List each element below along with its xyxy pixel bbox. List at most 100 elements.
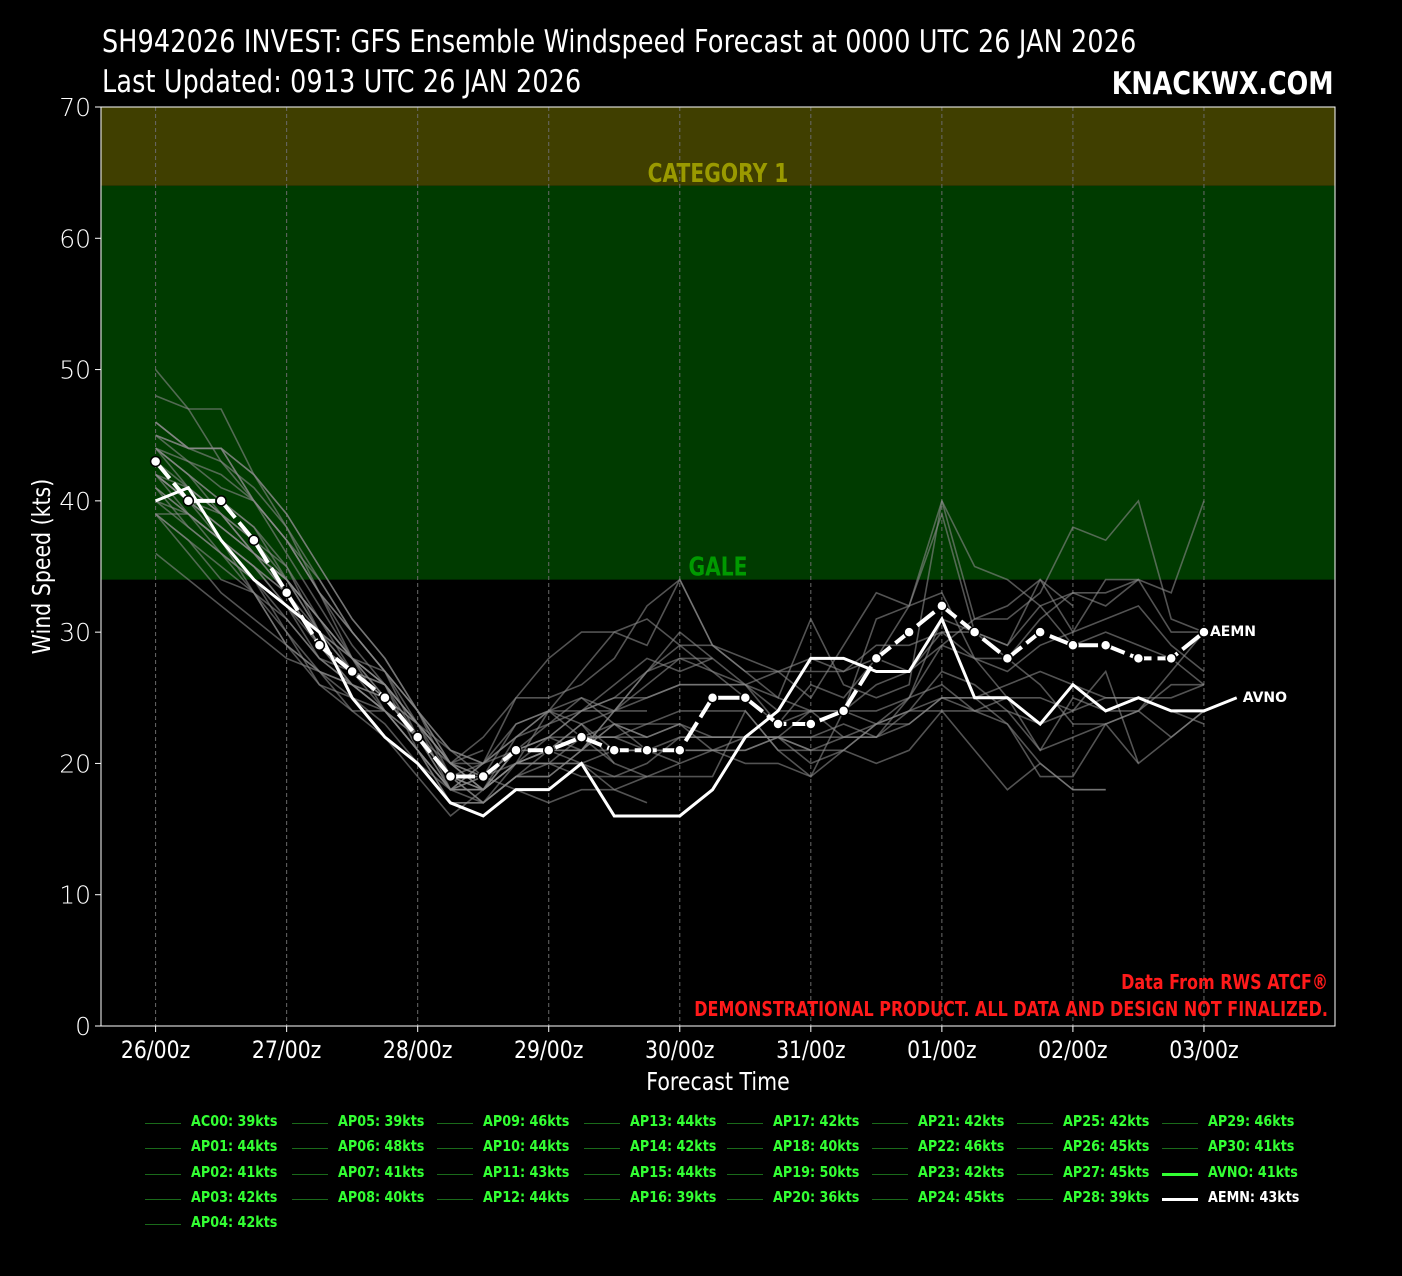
aemn-point [411,731,424,743]
y-tick-label: 40 [59,487,91,516]
legend-swatch [1162,1123,1198,1124]
legend-label: AP06: 48kts [338,1137,425,1155]
legend-label: AP22: 46kts [918,1137,1005,1155]
legend-label: AP23: 42kts [918,1163,1005,1181]
aemn-point [379,692,391,704]
y-tick-label: 10 [59,881,91,910]
legend-swatch [872,1174,908,1175]
x-tick-label: 28/00z [383,1036,452,1064]
aemn-point [805,718,817,730]
aemn-point [674,744,686,757]
legend-swatch [584,1199,620,1200]
legend-swatch [1017,1199,1053,1200]
legend-swatch [584,1148,620,1149]
aemn-point [837,705,850,717]
legend-swatch [145,1123,181,1124]
legend-swatch [1162,1198,1198,1201]
aemn-point [903,626,915,638]
legend-label: AP30: 41kts [1208,1137,1295,1155]
aemn-point [1001,652,1014,665]
y-tick-label: 30 [59,618,91,647]
legend-label: AP14: 42kts [630,1137,717,1155]
legend-label: AP16: 39kts [630,1188,717,1206]
aemn-point [870,652,883,665]
legend-swatch [1162,1173,1198,1176]
aemn-point [215,495,227,507]
legend-swatch [292,1199,328,1200]
series-line-ap25 [155,473,1205,791]
legend-label: AEMN: 43kts [1208,1188,1300,1206]
aemn-point [936,600,948,612]
legend-label: AP09: 46kts [483,1112,570,1130]
legend-label: AP19: 50kts [773,1163,860,1181]
end-label-avno: AVNO [1243,690,1287,706]
aemn-point [1067,639,1079,652]
aemn-point [1099,639,1112,652]
legend-swatch [437,1174,473,1175]
legend-swatch [872,1123,908,1124]
aemn-point [346,665,358,678]
legend-label: AP29: 46kts [1208,1112,1295,1130]
legend-swatch [292,1148,328,1149]
legend-swatch [584,1123,620,1124]
legend-swatch [1017,1174,1053,1175]
legend-swatch [292,1123,328,1124]
legend-swatch [584,1174,620,1175]
legend-swatch [727,1123,763,1124]
legend-swatch [145,1224,181,1225]
windspeed-chart: CATEGORY 1 GALE AEMN AVNO 0 10 20 30 40 50 60 70 26/… [28,93,1336,1097]
legend-label: AP04: 42kts [191,1213,278,1231]
legend-swatch [872,1148,908,1149]
legend-label: AP25: 42kts [1063,1112,1150,1130]
end-label-aemn: AEMN [1210,624,1256,640]
band-category-1 [101,107,1335,186]
legend-label: AP26: 45kts [1063,1137,1150,1155]
legend-label: AP12: 44kts [483,1188,570,1206]
legend-label: AP17: 42kts [773,1112,860,1130]
aemn-point [608,744,621,757]
legend-swatch [437,1123,473,1124]
aemn-point [149,455,162,468]
legend-label: AP15: 44kts [630,1163,717,1181]
legend-label: AP03: 42kts [191,1188,278,1206]
legend-swatch [1017,1148,1053,1149]
aemn-point [968,626,981,638]
series-line-ap24 [155,434,1139,791]
aemn-point [641,744,653,757]
legend-label: AP08: 40kts [338,1188,425,1206]
legend-swatch [292,1174,328,1175]
x-tick-label: 31/00z [776,1036,845,1064]
legend-swatch [437,1148,473,1149]
legend-label: AP28: 39kts [1063,1188,1150,1206]
aemn-point [1034,626,1046,638]
x-tick-label: 27/00z [252,1036,321,1064]
chart-title: SH942026 INVEST: GFS Ensemble Windspeed … [102,24,1137,60]
x-tick-label: 02/00z [1038,1036,1107,1064]
aemn-point [575,731,588,743]
aemn-point [1198,626,1210,638]
legend-swatch [145,1148,181,1149]
x-tick-label: 01/00z [907,1036,976,1064]
y-tick-label: 0 [75,1012,91,1041]
legend-label: AP27: 45kts [1063,1163,1150,1181]
legend-label: AP21: 42kts [918,1112,1005,1130]
series-group [149,369,1238,818]
legend-swatch [145,1174,181,1175]
legend: AC00: 39kts AP01: 44kts AP02: 41kts AP03: 4… [145,1112,1345,1242]
aemn-point [706,692,719,704]
legend-label: AP18: 40kts [773,1137,860,1155]
aemn-point [313,639,326,652]
y-tick-label: 50 [59,356,91,385]
legend-label: AP13: 44kts [630,1112,717,1130]
legend-label: AP05: 39kts [338,1112,425,1130]
legend-label: AP11: 43kts [483,1163,570,1181]
legend-label: AP24: 45kts [918,1188,1005,1206]
y-tick-label: 60 [59,224,91,253]
x-tick-label: 03/00z [1169,1036,1238,1064]
plot-frame [100,106,1336,1027]
legend-swatch [727,1174,763,1175]
legend-swatch [1162,1148,1198,1149]
legend-label: AC00: 39kts [191,1112,278,1130]
aemn-point [444,770,457,783]
legend-label: AP02: 41kts [191,1163,278,1181]
